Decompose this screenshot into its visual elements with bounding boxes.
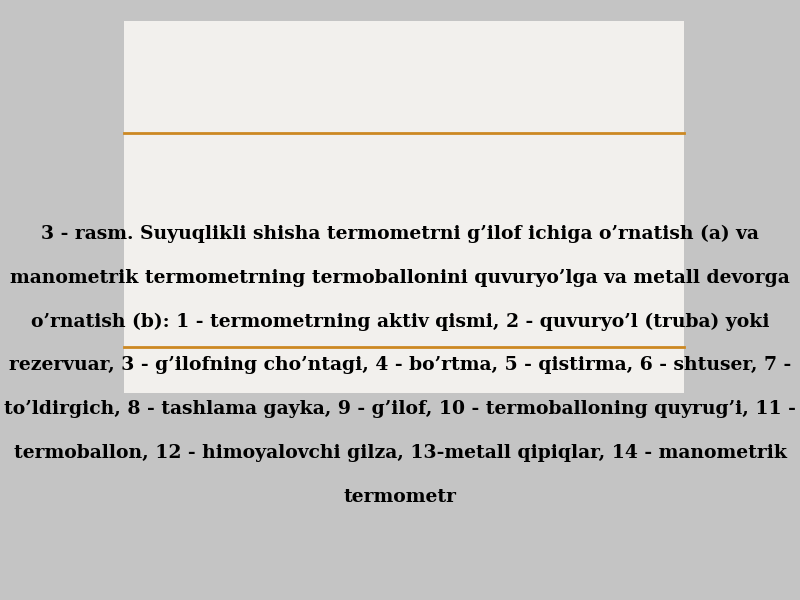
Text: б): б): [501, 282, 517, 298]
Bar: [258, 42, 267, 251]
Text: 4: 4: [579, 157, 587, 170]
Text: 8: 8: [178, 120, 185, 133]
Text: 11: 11: [579, 214, 594, 226]
Bar: [482, 156, 525, 172]
Bar: [349, 172, 658, 180]
Text: С6: С6: [579, 139, 595, 151]
Text: 10: 10: [579, 111, 594, 124]
Text: o’rnatish (b): 1 - termometrning aktiv qismi, 2 - quvuryo’l (truba) yoki: o’rnatish (b): 1 - termometrning aktiv q…: [30, 313, 770, 331]
Text: С6: С6: [178, 170, 194, 182]
Bar: [298, 42, 308, 251]
Text: 3 - rasm. Suyuqlikli shisha termometrni g’ilof ichiga o’rnatish (a) va: 3 - rasm. Suyuqlikli shisha termometrni …: [41, 225, 759, 243]
Text: 12: 12: [579, 235, 594, 248]
Bar: [482, 139, 525, 156]
Polygon shape: [464, 43, 543, 64]
Text: 1: 1: [341, 221, 348, 235]
Text: 4: 4: [181, 212, 188, 224]
Text: 13: 13: [579, 265, 594, 278]
Ellipse shape: [271, 251, 294, 269]
Bar: [510, 180, 514, 271]
Bar: [267, 42, 298, 251]
Bar: [498, 180, 510, 271]
Text: 2: 2: [393, 211, 401, 224]
Text: 14: 14: [579, 49, 594, 62]
Bar: [492, 180, 498, 271]
Bar: [241, 172, 324, 183]
Bar: [172, 209, 382, 217]
Bar: [255, 186, 310, 193]
Text: 9: 9: [348, 45, 355, 58]
Bar: [258, 29, 308, 42]
Text: manometrik termometrning termoballonini quvuryo’lga va metall devorga: manometrik termometrning termoballonini …: [10, 269, 790, 287]
Text: termometr: termometr: [343, 488, 457, 506]
Bar: [266, 183, 299, 185]
Bar: [172, 193, 382, 209]
Text: to’ldirgich, 8 - tashlama gayka, 9 - g’ilof, 10 - termoballoning quyrug’i, 11 -: to’ldirgich, 8 - tashlama gayka, 9 - g’i…: [4, 400, 796, 418]
FancyBboxPatch shape: [251, 144, 314, 169]
Text: 5: 5: [181, 182, 188, 194]
Text: 7: 7: [181, 149, 188, 163]
Bar: [238, 217, 326, 223]
FancyBboxPatch shape: [247, 111, 318, 140]
Bar: [266, 193, 299, 223]
Bar: [172, 185, 382, 193]
Text: termoballon, 12 - himoyalovchi gilza, 13-metall qipiqlar, 14 - manometrik: termoballon, 12 - himoyalovchi gilza, 13…: [14, 444, 786, 462]
Bar: [482, 139, 525, 156]
Bar: [278, 46, 287, 251]
Bar: [349, 164, 658, 172]
Text: a): a): [278, 268, 293, 283]
Text: rezervuar, 3 - g’ilofning cho’ntagi, 4 - bo’rtma, 5 - qistirma, 6 - shtuser, 7 -: rezervuar, 3 - g’ilofning cho’ntagi, 4 -…: [9, 356, 791, 374]
Text: $\phi$22: $\phi$22: [270, 241, 290, 255]
